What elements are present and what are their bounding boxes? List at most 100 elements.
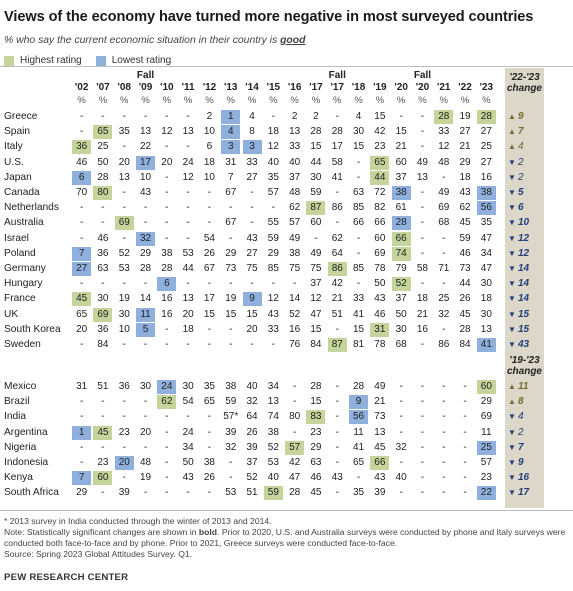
table-cell: -: [399, 111, 403, 122]
table-cell: 19: [139, 472, 152, 484]
table-cell: -: [143, 339, 148, 350]
change-number: 16: [518, 472, 530, 484]
table-cell: 43: [246, 232, 258, 244]
table-cell: -: [250, 217, 254, 229]
table-cell: 18: [267, 126, 279, 138]
country-name: Germany: [4, 263, 46, 274]
change-number: 43: [518, 339, 530, 350]
country-name: Mexico: [4, 381, 37, 392]
table-cell: -: [165, 171, 169, 183]
table-cell: -: [399, 381, 403, 392]
table-cell: 56: [349, 410, 369, 425]
table-cell: 69: [93, 307, 113, 322]
table-cell: 49: [374, 381, 386, 392]
table-cell: 40: [267, 472, 279, 484]
table-cell: 19: [225, 293, 237, 305]
table-cell: 28: [97, 171, 109, 183]
change-number: 14: [518, 263, 530, 274]
column-header-percent: %: [290, 95, 299, 106]
table-cell: 36: [97, 247, 109, 259]
country-name: U.S.: [4, 156, 24, 168]
table-cell: 30: [480, 278, 492, 290]
table-cell: 62: [289, 202, 301, 214]
table-cell: 30: [352, 126, 365, 138]
table-cell: 30: [97, 293, 109, 305]
table-cell: 53: [182, 247, 194, 259]
triangle-down-icon: ▼: [508, 264, 516, 273]
table-cell: 9: [242, 292, 262, 307]
table-cell: -: [207, 426, 212, 438]
table-cell: 30: [480, 308, 492, 320]
table-cell: -: [463, 487, 467, 499]
subtitle-text: % who say the current economic situation…: [4, 35, 281, 46]
column-header-year: '20: [415, 82, 430, 93]
table-cell: 28: [434, 110, 454, 124]
table-cell: 72: [374, 187, 386, 198]
change-number: 4: [518, 141, 524, 153]
country-name: Australia: [4, 217, 44, 229]
table-cell: 25: [97, 141, 109, 153]
table-cell: -: [165, 232, 169, 244]
table-cell: 30: [310, 171, 322, 183]
table-cell: 69: [114, 216, 134, 231]
table-cell: 74: [267, 411, 279, 423]
triangle-down-icon: ▼: [508, 473, 516, 483]
table-cell: 7: [72, 246, 92, 261]
table-cell: 64: [246, 411, 258, 423]
change-number: 14: [518, 293, 530, 305]
table-cell: 64: [331, 247, 343, 259]
table-cell: 46: [374, 308, 386, 320]
table-cell: 43: [182, 472, 194, 484]
table-cell: -: [79, 457, 84, 468]
column-header-year: '19: [373, 82, 387, 93]
change-value: ▼ 2: [508, 171, 524, 185]
table-cell: 26: [459, 293, 471, 305]
column-header-percent: %: [120, 95, 129, 106]
table-cell: -: [229, 457, 233, 468]
table-cell: -: [186, 487, 190, 499]
change-value: ▲ 4: [508, 140, 524, 154]
table-cell: 6: [157, 277, 177, 292]
table-cell: 59: [225, 396, 237, 408]
table-cell: 44: [182, 263, 194, 274]
table-cell: 29: [310, 441, 322, 453]
table-cell: 41: [476, 338, 496, 352]
table-cell: 20: [182, 308, 194, 320]
table-cell: 60: [310, 217, 322, 229]
table-cell: 40: [289, 156, 301, 168]
country-name: South Korea: [4, 323, 61, 335]
table-cell: -: [271, 339, 276, 350]
table-cell: 34: [267, 381, 279, 392]
table-cell: 12: [267, 141, 279, 153]
column-header-year: '21: [436, 82, 451, 93]
change-number: 2: [518, 426, 524, 438]
table-cell: 29: [459, 156, 471, 168]
table-cell: -: [207, 278, 212, 290]
table-cell: -: [165, 141, 169, 153]
table-cell: 35: [267, 171, 279, 183]
table-cell: 33: [246, 156, 258, 168]
country-name: Israel: [4, 232, 29, 244]
table-cell: 27: [246, 247, 258, 259]
table-cell: 65: [93, 125, 113, 140]
table-cell: 36: [118, 381, 130, 392]
table-cell: 37: [310, 278, 322, 290]
table-cell: -: [101, 217, 105, 229]
triangle-up-icon: ▲: [508, 127, 516, 137]
table-cell: 28: [310, 381, 322, 392]
change-value: ▼ 14: [508, 262, 529, 276]
table-cell: 49: [289, 232, 301, 244]
table-cell: 39: [118, 487, 130, 499]
table-cell: 1: [221, 110, 241, 124]
table-cell: -: [356, 156, 361, 168]
table-cell: 71: [438, 263, 450, 274]
table-cell: -: [271, 278, 276, 290]
table-cell: 48: [289, 187, 301, 198]
table-cell: -: [229, 232, 233, 244]
table-cell: 69: [480, 411, 492, 423]
table-cell: -: [165, 472, 169, 484]
table-cell: 37: [395, 293, 407, 305]
table-cell: 15: [352, 141, 365, 153]
chart-title: Views of the economy have turned more ne…: [4, 9, 534, 25]
change-number: 9: [518, 111, 524, 122]
